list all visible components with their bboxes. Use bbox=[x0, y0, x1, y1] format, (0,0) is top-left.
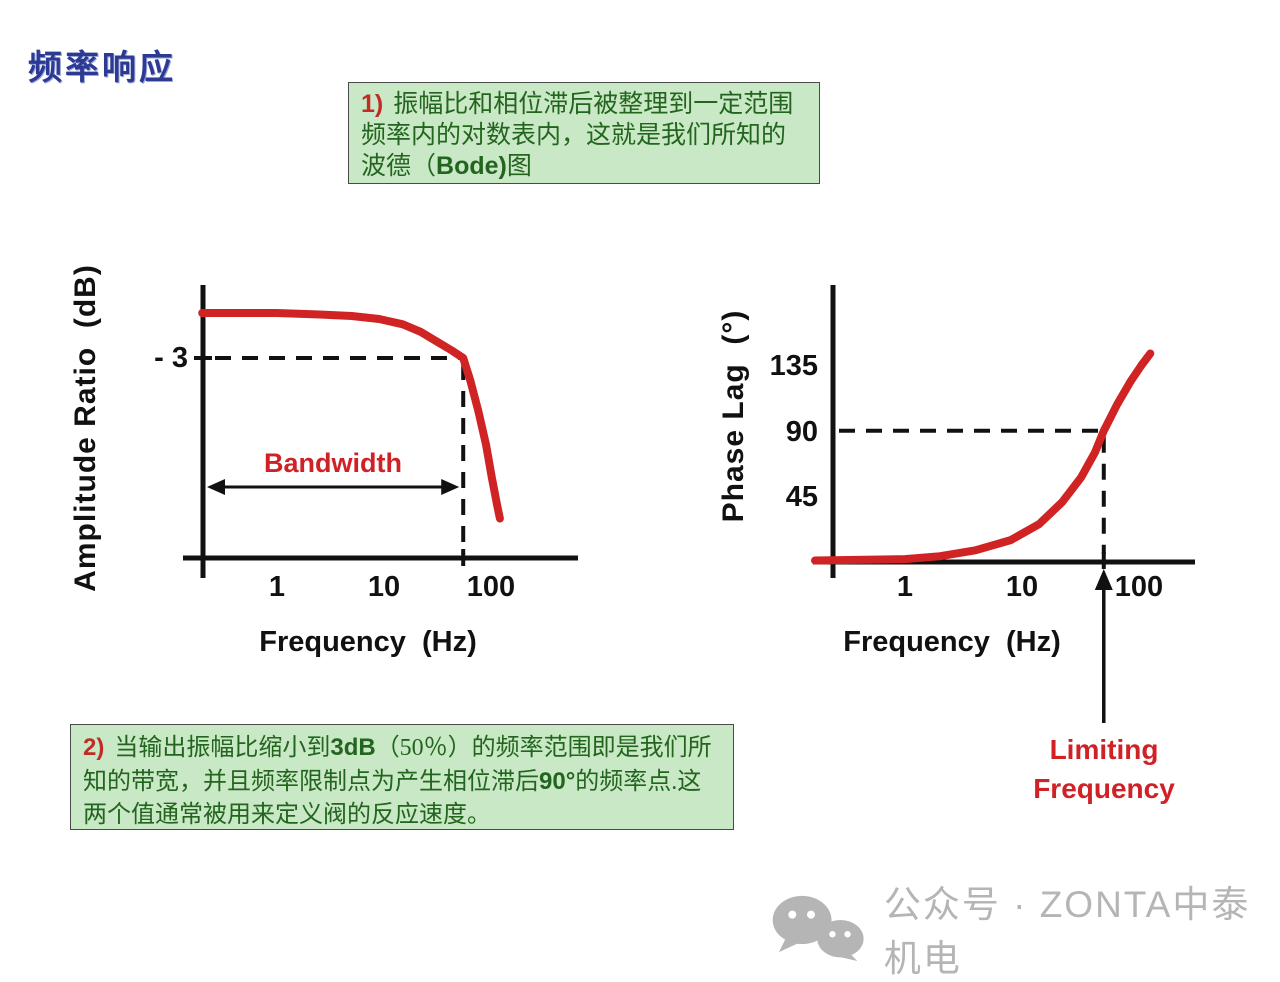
note-2-3db-value: 3dB bbox=[330, 734, 376, 761]
amplitude-x-axis-title: Frequency (Hz) bbox=[259, 626, 477, 658]
note-2-number: 2) bbox=[83, 734, 105, 761]
wechat-icon bbox=[772, 895, 864, 961]
phase-y-tick-135: 135 bbox=[769, 350, 818, 382]
phase-x-axis-title: Frequency (Hz) bbox=[843, 626, 1061, 658]
note-1-bode-word: Bode) bbox=[436, 152, 507, 180]
amplitude-x-tick-100: 100 bbox=[466, 571, 516, 603]
minus-3db-tick-label: - 3 bbox=[154, 342, 188, 374]
bandwidth-annotation: Bandwidth bbox=[264, 448, 402, 478]
phase-x-tick-1: 1 bbox=[896, 571, 914, 603]
bode-charts-canvas bbox=[183, 285, 1195, 723]
note-2-90deg-value: 90° bbox=[539, 768, 576, 795]
page-title: 频率响应 bbox=[28, 49, 176, 87]
watermark: 公众号 · ZONTA中泰机电 bbox=[770, 874, 1280, 982]
note-box-1: 1) 振幅比和相位滞后被整理到一定范围频率内的对数表内，这就是我们所知的波德（Bo… bbox=[348, 82, 820, 184]
note-box-2: 2) 当输出振幅比缩小到3dB（50％）的频率范围即是我们所知的带宽，并且频率限制… bbox=[70, 724, 734, 830]
note-1-text: 振幅比和相位滞后被整理到一定范围频率内的对数表内，这就是我们所知的波德（ bbox=[361, 91, 794, 180]
phase-y-tick-45: 45 bbox=[785, 481, 818, 513]
limiting-frequency-annotation: Limiting Frequency bbox=[1033, 734, 1175, 804]
bandwidth-arrowhead-left bbox=[207, 479, 225, 495]
amplitude_ratio-curve bbox=[198, 309, 504, 523]
amplitude-x-tick-1: 1 bbox=[268, 571, 286, 603]
phase-x-tick-10: 10 bbox=[1005, 571, 1039, 603]
phase-y-tick-90: 90 bbox=[785, 416, 818, 448]
note-1-text-end: 图 bbox=[506, 153, 532, 180]
bandwidth-arrowhead-right bbox=[441, 479, 460, 495]
note-2-text-b: （50％）的频率范围即是我们所知的带宽，并且频率限制点为产生相位滞后 bbox=[83, 735, 712, 795]
phase_lag-curve bbox=[811, 349, 1155, 565]
limiting-frequency-arrowhead bbox=[1094, 569, 1113, 590]
note-1-number: 1) bbox=[361, 90, 384, 118]
note-2-text-a: 当输出振幅比缩小到 bbox=[114, 735, 331, 761]
amplitude-y-axis-title: Amplitude Ratio (dB) bbox=[69, 264, 102, 592]
slide: { "title": "频率响应", "colors": { "title_bl… bbox=[28, 49, 1249, 979]
phase-x-tick-100: 100 bbox=[1114, 571, 1164, 603]
watermark-text: 公众号 · ZONTA中泰机电 bbox=[883, 884, 1251, 979]
note-2-text-c: 的频率点.这两个值通常被用来定义阀的反应速度。 bbox=[83, 769, 702, 828]
amplitude-x-tick-10: 10 bbox=[367, 571, 401, 603]
